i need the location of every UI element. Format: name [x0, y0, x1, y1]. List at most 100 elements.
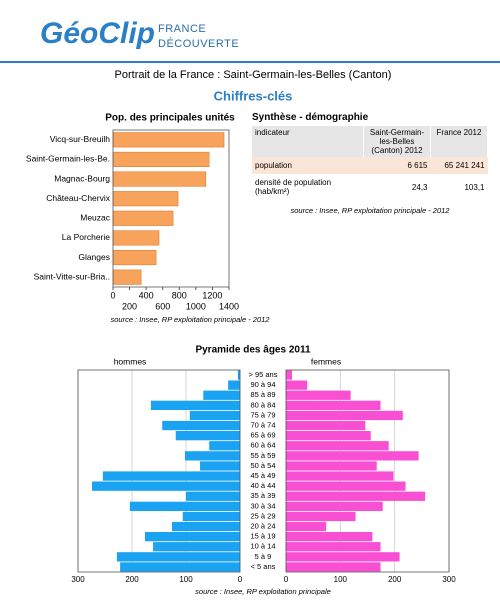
bar: [116, 552, 240, 562]
x-tick-label: 600: [155, 301, 170, 311]
category-label: 30 à 34: [250, 501, 275, 510]
bar: [286, 471, 394, 481]
page-title: Portrait de la France : Saint-Germain-le…: [115, 69, 392, 81]
plot-frame: [285, 369, 450, 573]
category-label: 65 à 69: [250, 431, 275, 440]
y-tick-label: Magnac-Bourg: [54, 173, 110, 183]
bar: [144, 532, 240, 542]
bar: [286, 532, 373, 542]
source: source : Insee, RP exploitation principa…: [290, 206, 450, 215]
bar: [237, 370, 240, 380]
category-label: 5 à 9: [255, 552, 272, 561]
x-tick-label: 100: [334, 575, 348, 584]
x-tick-label: 800: [172, 290, 187, 300]
bar: [189, 410, 240, 421]
category-label: 20 à 24: [250, 522, 275, 531]
chart-title: Pyramide des âges 2011: [195, 345, 311, 356]
bar: [112, 250, 157, 266]
bar: [184, 451, 240, 461]
x-tick-label: 300: [71, 575, 85, 584]
bar: [112, 269, 142, 285]
category-label: 70 à 74: [250, 421, 275, 430]
category-label: 40 à 44: [250, 481, 275, 490]
bar: [286, 552, 400, 562]
tagline: DÉCOUVERTE: [158, 37, 239, 50]
bar: [186, 491, 240, 501]
x-tick-label: 300: [442, 575, 456, 584]
bar: [102, 471, 240, 481]
bar: [171, 521, 240, 532]
bar: [286, 370, 292, 380]
bar: [286, 511, 356, 522]
y-tick-label: Vicq-sur-Breuilh: [50, 134, 111, 144]
x-tick-label: 1200: [202, 290, 222, 300]
column-header: indicateur: [252, 126, 364, 157]
bar: [286, 390, 351, 400]
category-label: 75 à 79: [250, 410, 275, 419]
x-tick-label: 0: [238, 575, 243, 584]
bar: [182, 511, 240, 522]
bar: [286, 420, 366, 431]
logo: GéoClip: [40, 17, 155, 50]
y-tick-label: Saint-Vitte-sur-Bria..: [34, 271, 110, 281]
bar: [286, 491, 426, 501]
cell: 6 615: [363, 157, 431, 174]
category-label: 35 à 39: [250, 491, 275, 500]
category-label: > 95 ans: [249, 370, 278, 379]
bar: [129, 501, 240, 511]
category-label: 15 à 19: [250, 532, 275, 541]
bar: [153, 542, 240, 552]
bar: [150, 400, 240, 410]
bar: [286, 542, 381, 552]
bar: [112, 171, 207, 187]
bar: [286, 501, 383, 511]
bar: [286, 481, 406, 491]
bar: [112, 230, 160, 246]
x-tick-label: 1400: [219, 301, 239, 311]
category-label: 60 à 64: [250, 441, 275, 450]
y-tick-label: Château-Chervix: [46, 193, 111, 203]
plot-frame: [112, 129, 230, 288]
bar: [203, 390, 240, 400]
y-tick-label: Glanges: [78, 252, 110, 262]
x-tick-label: 200: [125, 575, 139, 584]
table-block: Synthèse - démographie indicateur Saint-G…: [252, 112, 488, 215]
bar: [92, 481, 240, 491]
bar: [286, 410, 403, 421]
bar: [286, 562, 381, 572]
category-label: 55 à 59: [250, 451, 275, 460]
subtitle: Chiffres-clés: [214, 88, 293, 103]
bar: [112, 132, 225, 148]
bar: [120, 562, 240, 572]
x-tick-label: 200: [122, 301, 137, 311]
category-label: 90 à 94: [250, 380, 275, 389]
bar: [209, 441, 240, 451]
bar: [286, 521, 327, 532]
tagline: FRANCE: [158, 23, 206, 35]
table: indicateur Saint-Germain-les-Belles (Cant…: [252, 126, 488, 200]
x-tick-label: 0: [110, 290, 115, 300]
category-label: 45 à 49: [250, 471, 275, 480]
source: source : Insee, RP exploitation principa…: [111, 315, 271, 324]
x-tick-label: 0: [284, 575, 289, 584]
legend-label: femmes: [311, 356, 341, 366]
bar: [175, 431, 240, 441]
cell: 103,1: [464, 182, 485, 192]
cell: densité de population (hab/km²): [255, 178, 332, 196]
bar: [286, 461, 377, 471]
x-tick-label: 200: [388, 575, 402, 584]
category-label: 80 à 84: [250, 400, 275, 409]
bar: [112, 210, 174, 226]
bar: [200, 461, 240, 471]
table-title: Synthèse - démographie: [252, 112, 369, 123]
bar: [286, 441, 389, 451]
category-label: 50 à 54: [250, 461, 275, 470]
x-tick-label: 400: [139, 290, 154, 300]
category-label: < 5 ans: [251, 562, 276, 571]
legend-label: hommes: [114, 356, 147, 366]
y-tick-label: La Porcherie: [62, 232, 110, 242]
y-tick-label: Meuzac: [80, 213, 111, 223]
bar: [228, 380, 240, 390]
bar: [286, 400, 381, 410]
